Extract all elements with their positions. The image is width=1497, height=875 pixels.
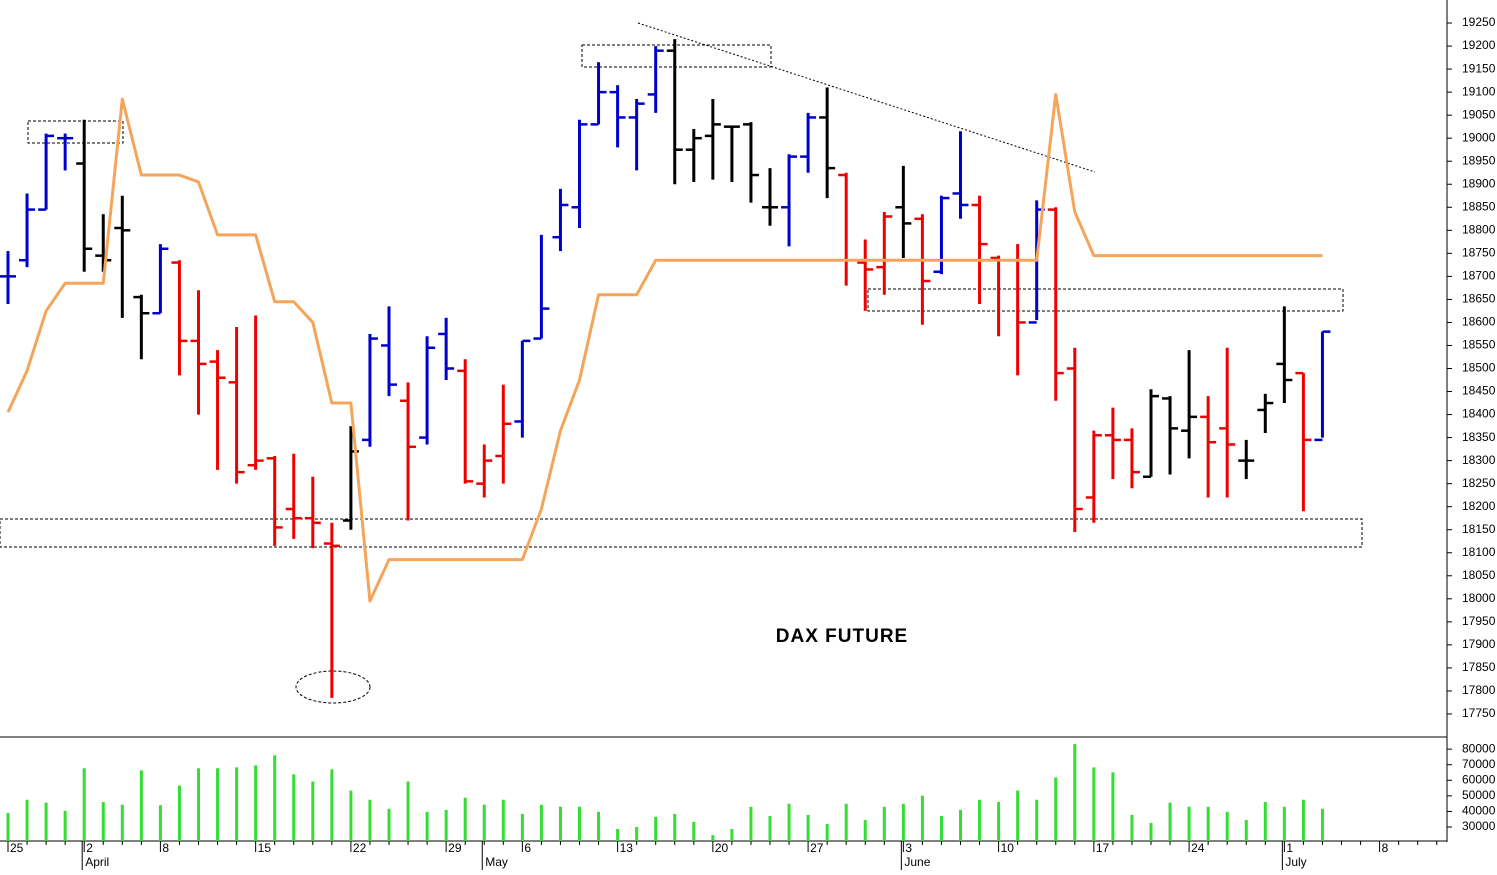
y-tick-label: 60000 [1462,772,1496,786]
y-tick-label: 18300 [1462,453,1496,467]
x-tick-label: 22 [353,841,367,855]
y-tick-label: 18050 [1462,568,1496,582]
y-tick-label: 18000 [1462,591,1496,605]
y-tick-label: 30000 [1462,819,1496,833]
y-tick-label: 17850 [1462,660,1496,674]
y-tick-label: 17950 [1462,614,1496,628]
x-tick-label: 24 [1191,841,1205,855]
x-tick-label: 17 [1096,841,1110,855]
y-tick-label: 19250 [1462,15,1496,29]
trend-line [637,22,1096,173]
y-tick-label: 70000 [1462,757,1496,771]
x-tick-label: 13 [620,841,634,855]
y-tick-label: 18700 [1462,269,1496,283]
x-tick-label: 27 [810,841,824,855]
y-tick-label: 19150 [1462,61,1496,75]
month-label: June [904,855,930,869]
x-tick-label: 10 [1001,841,1015,855]
x-tick-label: 15 [258,841,272,855]
x-tick-label: 6 [524,841,531,855]
y-tick-label: 18100 [1462,545,1496,559]
box [0,518,1363,548]
y-tick-label: 19200 [1462,38,1496,52]
y-tick-label: 18850 [1462,199,1496,213]
annotations [0,22,1363,704]
y-tick-label: 18800 [1462,222,1496,236]
x-tick-label: 25 [10,841,24,855]
month-label: July [1285,855,1306,869]
y-tick-label: 18250 [1462,476,1496,490]
y-tick-label: 80000 [1462,741,1496,755]
y-tick-label: 19050 [1462,107,1496,121]
y-tick-label: 18400 [1462,407,1496,421]
x-tick-label: 1 [1286,841,1293,855]
y-tick-label: 17800 [1462,683,1496,697]
ellipse [295,670,371,704]
x-tick-label: 8 [1382,841,1389,855]
y-tick-label: 18450 [1462,384,1496,398]
month-label: April [85,855,109,869]
month-label: May [485,855,508,869]
y-tick-label: 19100 [1462,84,1496,98]
box [581,44,772,68]
box [27,120,124,144]
y-tick-label: 18650 [1462,292,1496,306]
x-tick-label: 3 [905,841,912,855]
x-tick-label: 29 [448,841,462,855]
y-tick-label: 50000 [1462,788,1496,802]
y-tick-label: 18900 [1462,176,1496,190]
box [867,288,1344,312]
y-tick-label: 18600 [1462,315,1496,329]
y-tick-label: 18350 [1462,430,1496,444]
y-tick-label: 18200 [1462,499,1496,513]
y-tick-label: 18950 [1462,153,1496,167]
x-tick-label: 8 [162,841,169,855]
y-tick-label: 18750 [1462,246,1496,260]
y-tick-label: 18500 [1462,361,1496,375]
y-tick-label: 40000 [1462,804,1496,818]
y-tick-label: 17900 [1462,637,1496,651]
y-tick-label: 17750 [1462,706,1496,720]
y-tick-label: 19000 [1462,130,1496,144]
y-tick-label: 18150 [1462,522,1496,536]
chart-title: DAX FUTURE [776,626,908,647]
y-tick-label: 18550 [1462,338,1496,352]
indicator-line [6,92,1323,603]
x-tick-label: 20 [715,841,729,855]
x-tick-label: 2 [86,841,93,855]
